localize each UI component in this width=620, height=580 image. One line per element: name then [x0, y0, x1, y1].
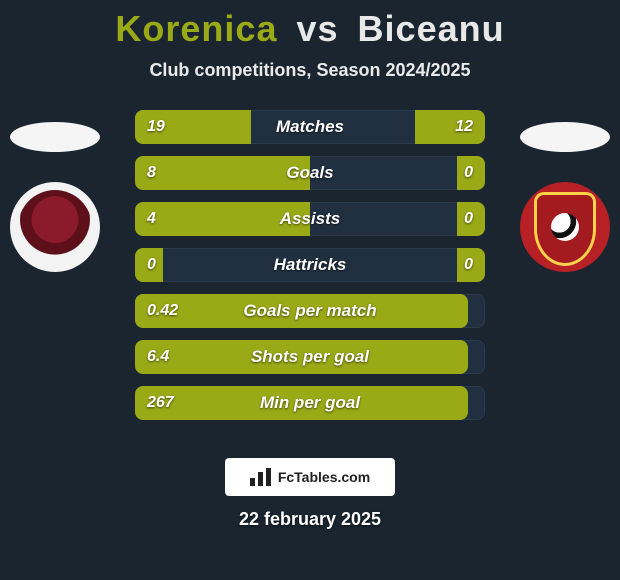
stat-row: 0.42Goals per match: [135, 294, 485, 328]
stat-row: 0Hattricks0: [135, 248, 485, 282]
stat-row: 267Min per goal: [135, 386, 485, 420]
player2-photo-placeholder: [520, 122, 610, 152]
stat-value-left: 0: [135, 256, 217, 274]
stat-label: Min per goal: [217, 393, 403, 413]
stat-bars: 19Matches128Goals04Assists00Hattricks00.…: [135, 110, 485, 432]
stat-value-right: 0: [403, 256, 485, 274]
stat-row: 19Matches12: [135, 110, 485, 144]
stat-row: 6.4Shots per goal: [135, 340, 485, 374]
source-badge: FcTables.com: [225, 458, 395, 496]
player2-name: Biceanu: [358, 8, 505, 49]
stat-value-left: 6.4: [135, 348, 217, 366]
stat-label: Matches: [217, 117, 403, 137]
source-label: FcTables.com: [278, 469, 370, 485]
subtitle: Club competitions, Season 2024/2025: [0, 60, 620, 81]
page-title: Korenica vs Biceanu: [0, 0, 620, 50]
stat-value-left: 19: [135, 118, 217, 136]
date-label: 22 february 2025: [0, 509, 620, 530]
stat-value-left: 4: [135, 210, 217, 228]
comparison-infographic: Korenica vs Biceanu Club competitions, S…: [0, 0, 620, 580]
stat-label: Goals: [217, 163, 403, 183]
stat-value-right: 0: [403, 210, 485, 228]
stat-value-left: 8: [135, 164, 217, 182]
team-crest-left: [10, 182, 100, 272]
stat-value-right: 12: [403, 118, 485, 136]
stat-value-left: 267: [135, 394, 217, 412]
stat-label: Hattricks: [217, 255, 403, 275]
stat-label: Assists: [217, 209, 403, 229]
vs-label: vs: [296, 8, 338, 49]
chart-icon: [250, 468, 272, 486]
stat-label: Shots per goal: [217, 347, 403, 367]
stat-label: Goals per match: [217, 301, 403, 321]
stat-row: 8Goals0: [135, 156, 485, 190]
player1-name: Korenica: [115, 8, 277, 49]
player1-photo-placeholder: [10, 122, 100, 152]
stat-value-right: 0: [403, 164, 485, 182]
left-column: [0, 110, 110, 272]
stat-value-left: 0.42: [135, 302, 217, 320]
team-crest-right: [520, 182, 610, 272]
stat-row: 4Assists0: [135, 202, 485, 236]
right-column: [510, 110, 620, 272]
